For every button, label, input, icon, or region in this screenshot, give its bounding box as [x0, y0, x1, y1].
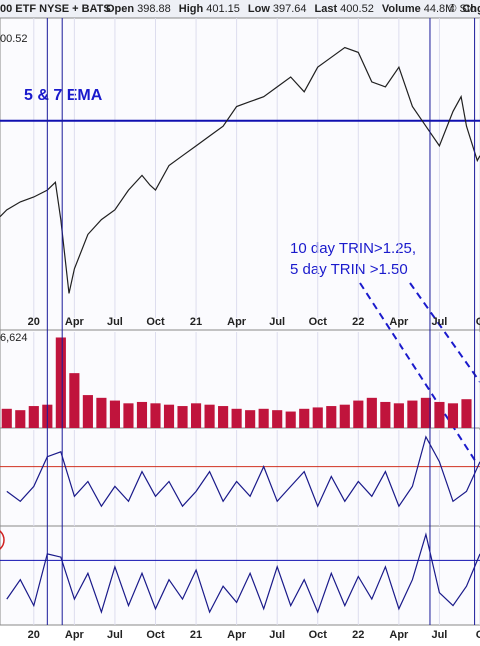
x-tick-label: Apr: [389, 629, 409, 641]
series-line: [6, 435, 480, 508]
bar: [285, 411, 296, 428]
bar: [82, 395, 93, 428]
bar: [339, 404, 350, 428]
bar: [15, 410, 26, 428]
bar: [55, 337, 66, 428]
x-tick-label: Jul: [107, 316, 123, 328]
x-tick-label: O: [476, 316, 480, 328]
circle-highlight: [0, 530, 5, 550]
bar: [461, 399, 472, 428]
bar: [163, 404, 175, 428]
bar: [407, 400, 418, 428]
x-tick-label: Apr: [227, 316, 247, 328]
series-line: [0, 46, 480, 294]
x-tick-label: Jul: [431, 316, 447, 328]
x-tick-label: Oct: [146, 316, 165, 328]
x-tick-label: Jul: [107, 629, 123, 641]
x-tick-label: Oct: [309, 316, 328, 328]
annotation: 5 & 7 EMA: [24, 87, 103, 104]
series-line: [6, 532, 480, 615]
annotation: 10 day TRIN>1.25,: [290, 240, 416, 257]
symbol: 00 ETF NYSE + BATS: [0, 3, 111, 15]
header: 00 ETF NYSE + BATS Open 398.88 High 401.15 L…: [0, 3, 480, 15]
x-tick-label: Apr: [65, 629, 85, 641]
x-tick-label: Apr: [389, 316, 409, 328]
volume-label: 6,624: [0, 332, 28, 344]
bar: [420, 397, 431, 428]
bar: [218, 406, 229, 428]
field-name: Chg: [462, 3, 480, 15]
bar: [393, 403, 404, 428]
bar: [272, 410, 283, 428]
annotation: 5 day TRIN >1.50: [290, 261, 408, 278]
x-tick-label: 20: [28, 316, 40, 328]
bar: [177, 406, 188, 428]
bar: [69, 373, 80, 428]
bar: [123, 403, 134, 428]
bar: [96, 397, 107, 428]
bar: [204, 404, 215, 428]
bar: [366, 397, 377, 428]
bar: [245, 410, 256, 428]
field-value: 400.52: [340, 3, 374, 15]
bar: [447, 403, 459, 428]
x-tick-label: O: [476, 629, 480, 641]
x-tick-label: Oct: [309, 629, 328, 641]
arrow: [409, 282, 480, 383]
field-name: High: [179, 3, 204, 15]
price-label: 00.52: [0, 33, 28, 45]
field-value: 401.15: [206, 3, 240, 15]
bar: [1, 408, 12, 428]
bar: [353, 400, 364, 428]
bar: [299, 408, 310, 428]
bar: [109, 400, 120, 428]
field-name: Volume: [382, 3, 421, 15]
x-tick-label: Oct: [146, 629, 165, 641]
field-value: 398.88: [137, 3, 171, 15]
field-name: Low: [248, 3, 270, 15]
field-value: 44.8M: [424, 3, 455, 15]
bar: [150, 403, 161, 428]
header-bar: [0, 0, 480, 18]
x-tick-label: 21: [190, 629, 202, 641]
bar: [380, 401, 391, 428]
x-tick-label: Jul: [431, 629, 447, 641]
field-name: Last: [315, 3, 338, 15]
bar: [312, 407, 323, 428]
field-value: 397.64: [273, 3, 307, 15]
bar: [326, 406, 337, 428]
field-name: Open: [106, 3, 134, 15]
bar: [136, 401, 148, 428]
bar: [231, 408, 242, 428]
x-tick-label: 21: [190, 316, 202, 328]
x-tick-label: Apr: [65, 316, 85, 328]
x-tick-label: 22: [352, 629, 364, 641]
source: © Sto: [448, 3, 476, 15]
bar: [434, 401, 445, 428]
x-tick-label: Jul: [269, 629, 285, 641]
bar: [190, 403, 202, 428]
x-tick-label: Jul: [269, 316, 285, 328]
bar: [28, 406, 39, 428]
x-tick-label: Apr: [227, 629, 247, 641]
plot-background: [0, 17, 480, 626]
bar: [258, 408, 269, 428]
x-tick-label: 20: [28, 629, 40, 641]
x-tick-label: 22: [352, 316, 364, 328]
